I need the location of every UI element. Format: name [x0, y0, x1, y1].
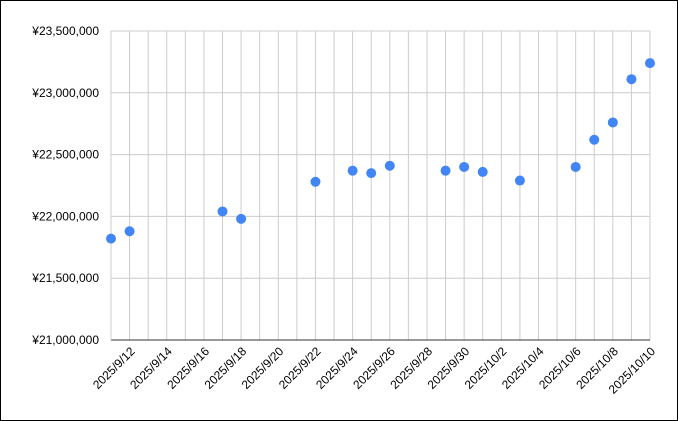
- grid-lines: [110, 30, 651, 340]
- data-point[interactable]: [645, 58, 655, 69]
- y-tick-label: ¥22,500,000: [31, 148, 99, 162]
- y-tick-label: ¥21,500,000: [31, 271, 99, 285]
- y-tick-label: ¥22,000,000: [31, 209, 99, 223]
- y-tick-label: ¥23,000,000: [31, 86, 99, 100]
- data-point[interactable]: [347, 165, 358, 176]
- x-axis-ticks: 2025/9/122025/9/142025/9/162025/9/182025…: [90, 344, 658, 397]
- data-point[interactable]: [514, 175, 525, 186]
- data-point[interactable]: [477, 166, 488, 177]
- data-point[interactable]: [106, 233, 116, 244]
- data-point[interactable]: [384, 160, 395, 171]
- data-points: [106, 58, 655, 244]
- data-point[interactable]: [607, 117, 618, 128]
- y-tick-label: ¥21,000,000: [31, 333, 99, 347]
- data-point[interactable]: [124, 226, 135, 237]
- data-point[interactable]: [310, 176, 321, 187]
- y-tick-label: ¥23,500,000: [31, 24, 99, 38]
- data-point[interactable]: [366, 168, 377, 179]
- data-point[interactable]: [570, 161, 581, 172]
- y-axis-ticks: ¥21,000,000 ¥21,500,000 ¥22,000,000 ¥22,500…: [31, 24, 99, 347]
- data-point[interactable]: [440, 165, 451, 176]
- data-point[interactable]: [626, 74, 637, 85]
- data-point[interactable]: [459, 161, 470, 172]
- data-point[interactable]: [217, 206, 228, 217]
- data-point[interactable]: [589, 134, 600, 145]
- data-point[interactable]: [236, 213, 247, 224]
- axes: [110, 31, 650, 341]
